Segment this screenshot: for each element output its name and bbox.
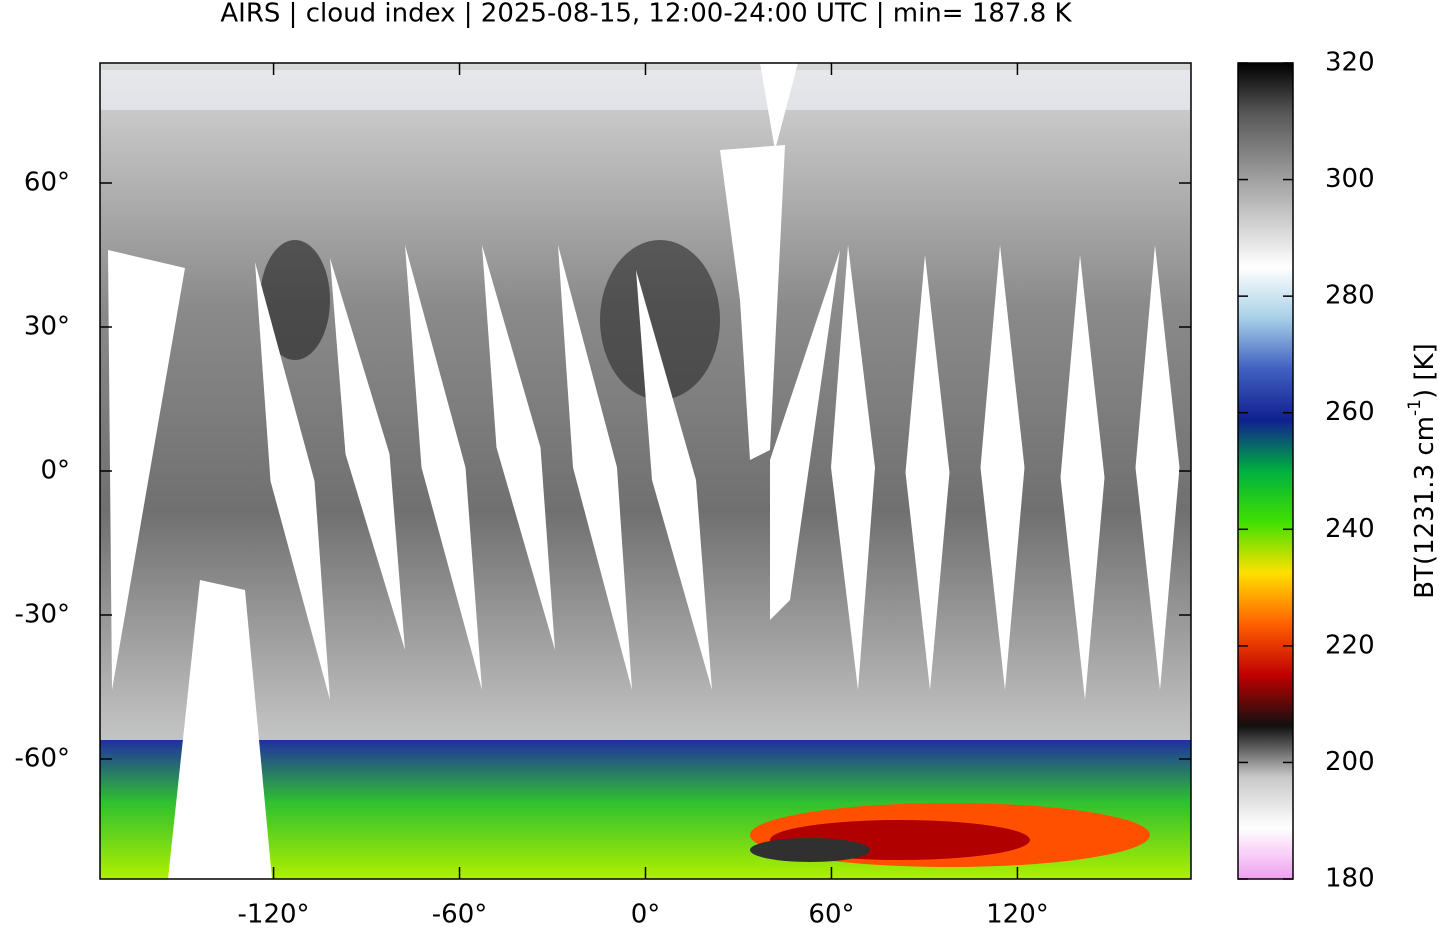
x-tick-label: 120° [986, 900, 1049, 930]
cold-region [750, 838, 870, 862]
swath-gap [405, 245, 482, 690]
arctic-clouds [100, 70, 1191, 110]
y-tick-label: -30° [15, 600, 70, 630]
x-tick-label: -60° [432, 900, 487, 930]
swath-gap [636, 270, 712, 690]
swath-gap [1060, 255, 1105, 700]
colorbar-tick-label: 320 [1325, 48, 1375, 78]
colorbar-label-suffix: ) [K] [1410, 343, 1440, 399]
chart-title: AIRS | cloud index | 2025-08-15, 12:00-2… [220, 0, 1072, 29]
colorbar-tick-label: 260 [1325, 397, 1375, 427]
swath-gap [482, 245, 555, 650]
colorbar [1237, 62, 1294, 880]
swath-gap [330, 258, 405, 650]
swath-gap [108, 250, 185, 690]
swath-gap [770, 250, 840, 620]
y-tick-label: 0° [40, 456, 70, 486]
swath-gap [1135, 245, 1180, 690]
colorbar-tick-label: 180 [1325, 864, 1375, 894]
dry-region [260, 240, 330, 360]
colorbar-label-text: BT(1231.3 cm [1410, 416, 1440, 599]
swath-gap [905, 255, 950, 690]
swath-gap [831, 245, 875, 690]
x-tick-label: 60° [808, 900, 854, 930]
swath-gap [980, 245, 1025, 690]
dry-region [600, 240, 720, 400]
colorbar-label-superscript: -1 [1405, 399, 1425, 416]
colorbar-tick-label: 240 [1325, 514, 1375, 544]
x-tick-label: -120° [238, 900, 310, 930]
colorbar-tick-label: 200 [1325, 747, 1375, 777]
swath-gap [558, 245, 632, 690]
y-tick-label: 60° [24, 168, 70, 198]
swath-gap [760, 63, 798, 150]
colorbar-label: BT(1231.3 cm-1) [K] [1405, 343, 1440, 598]
y-tick-label: 30° [24, 312, 70, 342]
colorbar-tick-label: 220 [1325, 630, 1375, 660]
x-tick-label: 0° [631, 900, 661, 930]
swath-gap [720, 145, 785, 460]
y-tick-label: -60° [15, 744, 70, 774]
swath-gap [168, 580, 272, 879]
swath-gap [255, 262, 330, 700]
colorbar-tick-label: 300 [1325, 164, 1375, 194]
map-image [100, 63, 1191, 879]
colorbar-tick-label: 280 [1325, 281, 1375, 311]
